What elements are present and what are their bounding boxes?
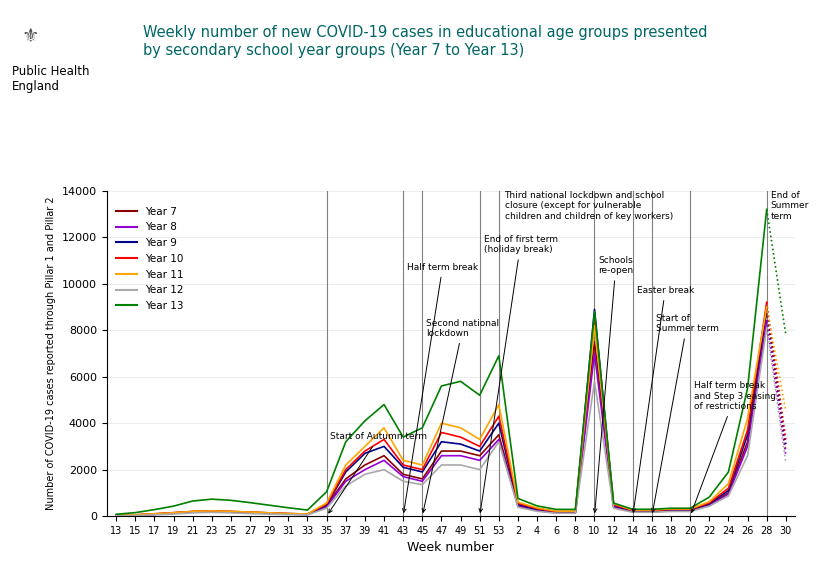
X-axis label: Week number: Week number	[407, 541, 494, 554]
Text: End of first term
(holiday break): End of first term (holiday break)	[478, 235, 557, 512]
Text: Public Health
England: Public Health England	[12, 65, 90, 93]
Legend: Year 7, Year 8, Year 9, Year 10, Year 11, Year 12, Year 13: Year 7, Year 8, Year 9, Year 10, Year 11…	[111, 203, 188, 315]
Text: Half term break
and Step 3 easing
of restrictions: Half term break and Step 3 easing of res…	[690, 381, 775, 513]
Text: Half term break: Half term break	[402, 263, 477, 512]
Text: Second national
lockdown: Second national lockdown	[422, 319, 499, 512]
Text: ⚜: ⚜	[22, 27, 39, 46]
Text: Schools
re-open: Schools re-open	[593, 256, 633, 512]
Text: Weekly number of new COVID-19 cases in educational age groups presented
by secon: Weekly number of new COVID-19 cases in e…	[143, 25, 707, 58]
Text: Easter break: Easter break	[631, 286, 693, 512]
Text: Third national lockdown and school
closure (except for vulnerable
children and c: Third national lockdown and school closu…	[504, 191, 672, 220]
Text: End of
Summer
term: End of Summer term	[770, 191, 808, 220]
Text: Start of
Summer term: Start of Summer term	[650, 314, 717, 512]
Text: Start of Autumn term: Start of Autumn term	[328, 433, 427, 513]
Y-axis label: Number of COVID-19 cases reported through Pillar 1 and Pillar 2: Number of COVID-19 cases reported throug…	[46, 196, 57, 511]
